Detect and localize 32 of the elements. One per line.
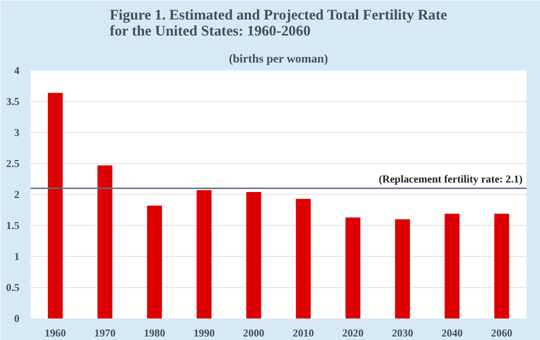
- x-tick-label: 1970: [94, 328, 116, 340]
- bar: [97, 165, 112, 318]
- ref-line-label: (Replacement fertility rate: 2.1): [378, 174, 523, 186]
- y-tick-label: 1.5: [6, 221, 20, 232]
- bar: [494, 214, 510, 318]
- y-tick-label: 3: [14, 128, 20, 139]
- y-tick-label: 0.5: [6, 283, 20, 294]
- bar: [345, 217, 360, 318]
- y-tick-label: 1: [14, 252, 20, 263]
- x-tick-label: 2020: [342, 328, 364, 340]
- x-tick-label: 2040: [441, 328, 463, 340]
- y-tick-label: 4: [14, 66, 20, 77]
- y-tick-label: 3.5: [6, 97, 20, 108]
- x-tick-label: 1980: [144, 328, 166, 340]
- bar: [147, 206, 162, 318]
- bar: [296, 198, 311, 318]
- x-tick-label: 1960: [44, 328, 66, 340]
- y-tick-label: 2: [14, 190, 20, 201]
- y-tick-label: 2.5: [6, 159, 20, 170]
- x-tick-label: 2030: [392, 328, 414, 340]
- x-tick-label: 2060: [491, 328, 512, 340]
- bar: [444, 214, 460, 318]
- bar: [246, 192, 262, 318]
- bar: [395, 219, 410, 318]
- y-tick-label: 0: [14, 314, 20, 325]
- chart-title: Figure 1. Estimated and Projected Total Fertility Rate for the United States: 1960-2060: [110, 8, 448, 40]
- x-tick-label: 2000: [243, 328, 264, 340]
- chart-subtitle: (births per woman): [228, 52, 328, 66]
- x-tick-label: 2010: [292, 328, 314, 340]
- bar: [196, 190, 212, 318]
- bar: [48, 92, 63, 318]
- x-tick-label: 1990: [193, 328, 215, 340]
